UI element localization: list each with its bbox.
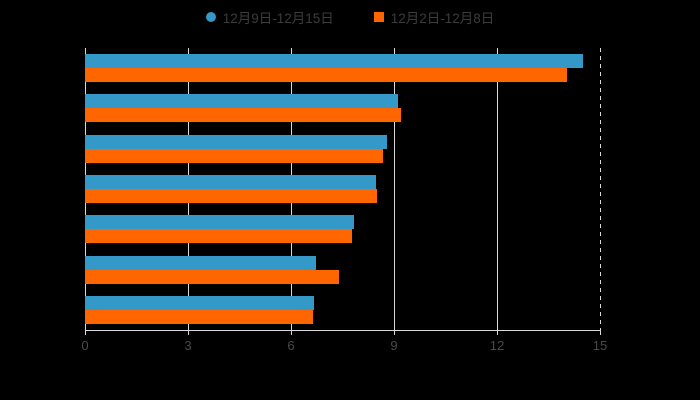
gridline	[497, 48, 498, 330]
bar[interactable]	[85, 134, 387, 149]
bar-group	[85, 249, 600, 289]
x-tick-mark	[394, 330, 395, 335]
bar-group	[85, 129, 600, 169]
bar[interactable]	[85, 108, 401, 123]
circle-marker-icon	[205, 12, 216, 22]
bar[interactable]	[85, 295, 314, 310]
bar-group	[85, 48, 600, 88]
bar[interactable]	[85, 68, 568, 83]
x-tick-label: 0	[81, 338, 89, 353]
x-tick-label: 9	[390, 338, 398, 353]
x-tick-label: 3	[184, 338, 192, 353]
legend-item-series-1[interactable]: 12月9日-12月15日	[205, 7, 334, 27]
bar[interactable]	[85, 174, 377, 189]
gridline	[394, 48, 395, 330]
bar-group	[85, 209, 600, 249]
x-tick-label: 15	[592, 338, 608, 353]
x-axis-line	[85, 330, 601, 331]
bar-group	[85, 88, 600, 128]
bar[interactable]	[85, 215, 354, 230]
bar[interactable]	[85, 309, 314, 324]
x-tick-mark	[291, 330, 292, 335]
x-tick-label: 12	[489, 338, 505, 353]
x-tick-mark	[188, 330, 189, 335]
bar[interactable]	[85, 148, 384, 163]
bar[interactable]	[85, 229, 352, 244]
bar-group	[85, 169, 600, 209]
bar[interactable]	[85, 255, 316, 270]
bar[interactable]	[85, 54, 583, 69]
legend-label-series-1: 12月9日-12月15日	[222, 11, 334, 26]
chart-legend: 12月9日-12月15日 12月2日-12月8日	[0, 6, 700, 28]
x-tick-mark	[85, 330, 86, 335]
bar[interactable]	[85, 269, 339, 284]
x-tick-label: 6	[287, 338, 295, 353]
x-tick-mark	[497, 330, 498, 335]
square-marker-icon	[373, 12, 384, 22]
bar[interactable]	[85, 94, 399, 109]
legend-label-series-2: 12月2日-12月8日	[390, 11, 495, 26]
x-tick-mark	[600, 330, 601, 335]
bar-group	[85, 290, 600, 330]
legend-item-series-2[interactable]: 12月2日-12月8日	[373, 7, 495, 27]
bar[interactable]	[85, 188, 377, 203]
gridline	[600, 48, 601, 330]
